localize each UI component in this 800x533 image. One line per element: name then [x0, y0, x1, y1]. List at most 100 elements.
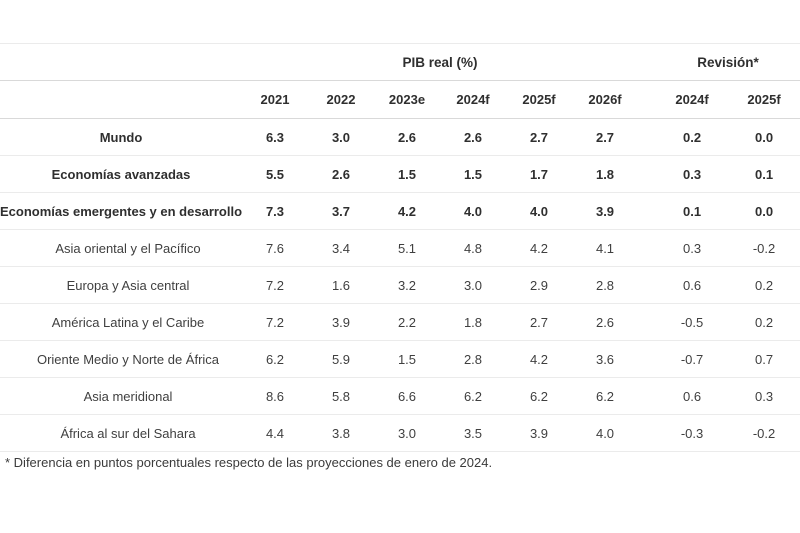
revision-value-cell: 0.3 — [656, 229, 729, 267]
pib-value-cell: 3.9 — [308, 303, 374, 341]
revision-value-cell: 0.2 — [728, 303, 800, 341]
pib-value-cell: 3.0 — [374, 414, 440, 452]
pib-value-cell: 4.0 — [572, 414, 639, 452]
pib-value-cell: 1.8 — [440, 303, 506, 341]
group-header-empty-cell — [0, 43, 242, 81]
region-label: Asia oriental y el Pacífico — [0, 229, 242, 267]
pib-value-cell: 6.3 — [242, 118, 308, 156]
revision-value-cell: 0.7 — [728, 340, 800, 378]
revision-column-header: 2025f — [728, 80, 800, 119]
pib-value-cell: 5.8 — [308, 377, 374, 415]
revision-value-cell: 0.0 — [728, 118, 800, 156]
pib-value-cell: 7.2 — [242, 266, 308, 304]
year-column-header: 2023e — [374, 80, 440, 119]
column-gap — [638, 340, 657, 378]
pib-value-cell: 4.4 — [242, 414, 308, 452]
revision-value-cell: -0.2 — [728, 229, 800, 267]
column-gap — [638, 155, 657, 193]
pib-value-cell: 7.3 — [242, 192, 308, 230]
pib-value-cell: 3.5 — [440, 414, 506, 452]
column-gap — [638, 377, 657, 415]
pib-value-cell: 3.9 — [506, 414, 572, 452]
region-label: Economías emergentes y en desarrollo — [0, 192, 242, 230]
year-column-header: 2026f — [572, 80, 639, 119]
year-column-header: 2022 — [308, 80, 374, 119]
revision-value-cell: -0.7 — [656, 340, 729, 378]
pib-value-cell: 2.7 — [572, 118, 639, 156]
pib-value-cell: 3.0 — [440, 266, 506, 304]
pib-value-cell: 2.2 — [374, 303, 440, 341]
year-column-header: 2025f — [506, 80, 572, 119]
pib-value-cell: 2.6 — [374, 118, 440, 156]
table-row: Economías emergentes y en desarrollo 7.3 3… — [0, 192, 800, 230]
pib-value-cell: 2.7 — [506, 118, 572, 156]
pib-value-cell: 7.2 — [242, 303, 308, 341]
pib-value-cell: 4.1 — [572, 229, 639, 267]
pib-value-cell: 3.7 — [308, 192, 374, 230]
revision-group-header: Revisión* — [656, 43, 800, 81]
pib-value-cell: 4.0 — [440, 192, 506, 230]
pib-value-cell: 3.4 — [308, 229, 374, 267]
region-label: Asia meridional — [0, 377, 242, 415]
region-label: América Latina y el Caribe — [0, 303, 242, 341]
pib-value-cell: 3.0 — [308, 118, 374, 156]
pib-value-cell: 3.9 — [572, 192, 639, 230]
year-column-header: 2021 — [242, 80, 308, 119]
pib-value-cell: 1.7 — [506, 155, 572, 193]
pib-value-cell: 6.2 — [440, 377, 506, 415]
revision-value-cell: 0.3 — [656, 155, 729, 193]
column-gap — [638, 80, 657, 119]
region-label: África al sur del Sahara — [0, 414, 242, 452]
pib-value-cell: 2.8 — [440, 340, 506, 378]
pib-value-cell: 2.6 — [572, 303, 639, 341]
pib-value-cell: 7.6 — [242, 229, 308, 267]
pib-value-cell: 6.2 — [506, 377, 572, 415]
year-column-header: 2024f — [440, 80, 506, 119]
table-row: América Latina y el Caribe 7.2 3.9 2.2 1.8 2.… — [0, 303, 800, 341]
revision-value-cell: -0.5 — [656, 303, 729, 341]
revision-value-cell: -0.3 — [656, 414, 729, 452]
pib-value-cell: 2.9 — [506, 266, 572, 304]
pib-value-cell: 3.6 — [572, 340, 639, 378]
revision-value-cell: 0.6 — [656, 377, 729, 415]
table-row: Asia oriental y el Pacífico 7.6 3.4 5.1 4.8 4… — [0, 229, 800, 267]
table-footnote: * Diferencia en puntos porcentuales resp… — [5, 455, 493, 470]
region-label: Mundo — [0, 118, 242, 156]
column-gap — [638, 118, 657, 156]
column-gap — [638, 266, 657, 304]
column-gap — [638, 229, 657, 267]
column-gap — [638, 43, 657, 81]
table-row: Europa y Asia central 7.2 1.6 3.2 3.0 2.9 2.8 0… — [0, 266, 800, 304]
table-body: Mundo 6.3 3.0 2.6 2.6 2.7 2.7 0.2 0.0 Economías a… — [0, 118, 800, 452]
region-label: Europa y Asia central — [0, 266, 242, 304]
column-gap — [638, 414, 657, 452]
revision-column-header: 2024f — [656, 80, 729, 119]
pib-value-cell: 6.2 — [572, 377, 639, 415]
revision-value-cell: 0.2 — [728, 266, 800, 304]
pib-value-cell: 1.5 — [440, 155, 506, 193]
pib-value-cell: 5.1 — [374, 229, 440, 267]
pib-value-cell: 1.5 — [374, 155, 440, 193]
table-row: África al sur del Sahara 4.4 3.8 3.0 3.5 3.9 4… — [0, 414, 800, 452]
pib-group-header: PIB real (%) — [242, 43, 639, 81]
pib-value-cell: 4.8 — [440, 229, 506, 267]
table-row: Asia meridional 8.6 5.8 6.6 6.2 6.2 6.2 0.6 0.3 — [0, 377, 800, 415]
revision-value-cell: 0.1 — [656, 192, 729, 230]
pib-value-cell: 1.5 — [374, 340, 440, 378]
revision-value-cell: 0.6 — [656, 266, 729, 304]
pib-value-cell: 2.6 — [440, 118, 506, 156]
year-header-row: 2021 2022 2023e 2024f 2025f 2026f 2024f … — [0, 80, 800, 119]
pib-value-cell: 2.8 — [572, 266, 639, 304]
table-row: Economías avanzadas 5.5 2.6 1.5 1.5 1.7 1.8 0.3… — [0, 155, 800, 193]
year-header-empty-cell — [0, 80, 242, 119]
pib-value-cell: 2.7 — [506, 303, 572, 341]
revision-value-cell: 0.1 — [728, 155, 800, 193]
region-label: Oriente Medio y Norte de África — [0, 340, 242, 378]
pib-value-cell: 2.6 — [308, 155, 374, 193]
group-header-row: PIB real (%) Revisión* — [0, 43, 800, 81]
revision-value-cell: -0.2 — [728, 414, 800, 452]
revision-value-cell: 0.3 — [728, 377, 800, 415]
pib-value-cell: 4.2 — [506, 229, 572, 267]
table-row: Oriente Medio y Norte de África 6.2 5.9 1.5… — [0, 340, 800, 378]
